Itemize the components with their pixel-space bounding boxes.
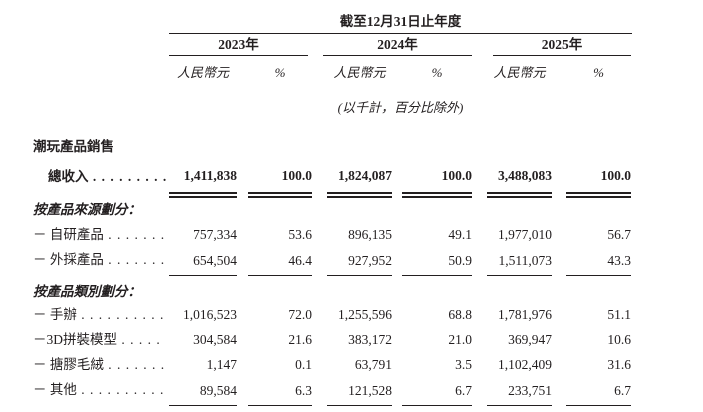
cell-value: 1,102,409 xyxy=(498,357,552,372)
cell-value: 1,255,596 xyxy=(338,307,392,322)
label-column-spacer xyxy=(0,81,169,84)
unit-note: (以千計，百分比除外) xyxy=(337,100,464,115)
year-label: 2024年 xyxy=(323,34,472,56)
dot-leader: . . . . . . . . . . . xyxy=(76,382,169,397)
cell-value: 3,488,083 xyxy=(487,168,552,198)
percent-header: % xyxy=(431,65,443,80)
cell-value: 21.0 xyxy=(448,332,472,347)
cell-value: 1,411,838 xyxy=(169,168,237,198)
cell-value: 43.3 xyxy=(566,253,631,276)
row-label: － 手辦 . . . . . . . . . . xyxy=(0,303,169,327)
cell-value: 6.7 xyxy=(402,383,472,406)
cell-value: 3.5 xyxy=(455,357,472,372)
cell-value: 383,172 xyxy=(348,332,392,347)
cell-value: 100.0 xyxy=(566,168,631,198)
cell-value: 51.1 xyxy=(607,307,631,322)
dot-leader: . . . . . . . . . . xyxy=(76,307,165,322)
cell-value: 369,947 xyxy=(508,332,552,347)
currency-header: 人民幣元 xyxy=(493,65,546,80)
table-header: 截至12月31日止年度 2023年 2024年 2025年 人民幣元% 人民幣元% 人民… xyxy=(0,0,703,120)
cell-value: 896,135 xyxy=(348,227,392,242)
table-row: － 外採產品 . . . . . . . 654,504 46.4 927,952 50… xyxy=(0,245,703,276)
row-label: － 搪膠毛絨 . . . . . . . xyxy=(0,353,169,377)
row-label-text: 按產品類別劃分： xyxy=(33,284,141,299)
row-label-text: 總收入 xyxy=(48,169,89,184)
cell-value: 1,016,523 xyxy=(183,307,237,322)
row-label: 按產品類別劃分： xyxy=(0,280,169,302)
cell-value: 49.1 xyxy=(448,227,472,242)
dot-leader: . . . . . . . xyxy=(103,227,166,242)
row-label: 潮玩產品銷售 xyxy=(0,135,169,158)
table-row: － 其他 . . . . . . . . . . . 89,584 6.3 121,5… xyxy=(0,377,703,406)
cell-value: 100.0 xyxy=(402,168,472,198)
table-row: －3D拼裝模型 . . . . . 304,584 21.6 383,172 21.0 3… xyxy=(0,327,703,352)
row-label-text: 按產品來源劃分： xyxy=(33,202,141,217)
table-row: 總收入 . . . . . . . . . 1,411,838 100.0 1,824… xyxy=(0,158,703,198)
cell-value: 21.6 xyxy=(288,332,312,347)
cell-value: 6.7 xyxy=(566,383,631,406)
currency-header: 人民幣元 xyxy=(176,65,229,80)
cell-value: 53.6 xyxy=(288,227,312,242)
cell-value: 46.4 xyxy=(248,253,312,276)
currency-header: 人民幣元 xyxy=(333,65,386,80)
cell-value: 89,584 xyxy=(169,383,237,406)
cell-value: 10.6 xyxy=(607,332,631,347)
cell-value: 654,504 xyxy=(169,253,237,276)
table-row: － 手辦 . . . . . . . . . . 1,016,523 72.0 1,2… xyxy=(0,302,703,327)
row-label-text: － 手辦 xyxy=(33,307,77,322)
cell-value: 72.0 xyxy=(288,307,312,322)
row-label-text: －3D拼裝模型 xyxy=(33,332,117,347)
dot-leader: . . . . . . . xyxy=(103,357,166,372)
row-label: 按產品來源劃分： xyxy=(0,198,169,220)
year-label: 2025年 xyxy=(493,34,631,56)
row-label-text: － 其他 xyxy=(33,382,77,397)
cell-value: 1,977,010 xyxy=(498,227,552,242)
year-label: 2023年 xyxy=(169,34,308,56)
year-header-row: 2023年 2024年 2025年 xyxy=(169,34,703,56)
table-row: 按產品來源劃分： xyxy=(0,198,703,220)
cell-value: 304,584 xyxy=(193,332,237,347)
table-row: 按產品類別劃分： xyxy=(0,276,703,302)
dot-leader: . . . . . . . xyxy=(103,252,166,267)
table-row: － 搪膠毛絨 . . . . . . . 1,147 0.1 63,791 3.5 1,1… xyxy=(0,352,703,377)
cell-value: 121,528 xyxy=(327,383,392,406)
row-label: 總收入 . . . . . . . . . xyxy=(0,165,169,198)
table-row: 潮玩產品銷售 xyxy=(0,120,703,158)
percent-header: % xyxy=(593,65,604,80)
row-label-text: － 搪膠毛絨 xyxy=(33,357,104,372)
table-row: － 自研產品 . . . . . . . 757,334 53.6 896,135 49… xyxy=(0,220,703,245)
row-label: － 其他 . . . . . . . . . . . xyxy=(0,378,169,406)
cell-value: 0.1 xyxy=(295,357,312,372)
cell-value: 50.9 xyxy=(402,253,472,276)
row-label: － 外採產品 . . . . . . . xyxy=(0,248,169,276)
cell-value: 6.3 xyxy=(248,383,312,406)
cell-value: 927,952 xyxy=(327,253,392,276)
cell-value: 1,147 xyxy=(206,357,237,372)
cell-value: 1,781,976 xyxy=(498,307,552,322)
cell-value: 31.6 xyxy=(607,357,631,372)
dot-leader: . . . . . . . . . xyxy=(88,169,168,184)
table-body: 潮玩產品銷售總收入 . . . . . . . . . 1,411,838 100.… xyxy=(0,120,703,406)
row-label-text: 潮玩產品銷售 xyxy=(33,139,114,154)
percent-header: % xyxy=(274,65,286,80)
cell-value: 63,791 xyxy=(354,357,392,372)
column-header-row: 人民幣元% 人民幣元% 人民幣元% xyxy=(0,56,703,84)
dot-leader: . . . . . xyxy=(117,332,161,347)
cell-value: 757,334 xyxy=(193,227,237,242)
row-label: －3D拼裝模型 . . . . . xyxy=(0,328,169,352)
row-label: － 自研產品 . . . . . . . xyxy=(0,223,169,245)
cell-value: 100.0 xyxy=(248,168,312,198)
row-label-text: － 外採產品 xyxy=(33,252,104,267)
cell-value: 56.7 xyxy=(607,227,631,242)
row-label-text: － 自研產品 xyxy=(33,227,104,242)
cell-value: 1,511,073 xyxy=(487,253,552,276)
period-header: 截至12月31日止年度 xyxy=(169,0,632,34)
cell-value: 68.8 xyxy=(448,307,472,322)
cell-value: 1,824,087 xyxy=(327,168,392,198)
cell-value: 233,751 xyxy=(487,383,552,406)
